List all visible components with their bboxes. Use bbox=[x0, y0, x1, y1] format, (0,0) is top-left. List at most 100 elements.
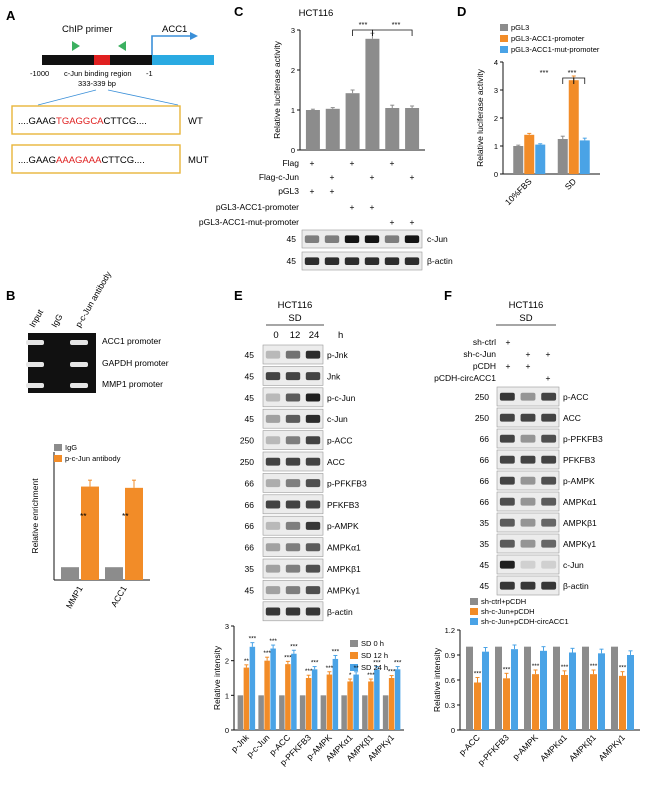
blot-label: ACC bbox=[563, 413, 581, 423]
plus-sign: + bbox=[390, 158, 395, 168]
blot-label: PFKFB3 bbox=[563, 455, 595, 465]
blot-strip bbox=[301, 251, 423, 271]
bar bbox=[326, 674, 333, 730]
sig-c-2: *** bbox=[392, 20, 401, 29]
bar bbox=[325, 108, 340, 150]
blot-band bbox=[520, 539, 536, 548]
blot-label: PFKFB3 bbox=[327, 500, 359, 510]
gene-label: ACC1 bbox=[162, 24, 187, 35]
bar bbox=[582, 646, 589, 730]
blot-band bbox=[364, 257, 380, 265]
chart-c: 0 1 2 3 Relative luciferase activity bbox=[272, 26, 425, 155]
y-axis-title: Relative luciferase activity bbox=[475, 68, 485, 167]
bar bbox=[341, 695, 347, 730]
legend-swatch bbox=[470, 618, 478, 625]
blot-band bbox=[520, 455, 536, 464]
y-tick-label: 1 bbox=[494, 142, 498, 151]
blot-band bbox=[384, 235, 400, 243]
time-24: 24 bbox=[309, 330, 320, 341]
mut-sequence: ....GAAGAAAGAAACTTCG.... bbox=[18, 155, 145, 166]
mut-label: MUT bbox=[188, 155, 209, 166]
blot-band bbox=[265, 586, 281, 595]
y-tick-label: 2 bbox=[291, 66, 295, 75]
blot-band bbox=[285, 607, 301, 616]
blot-mw: 66 bbox=[245, 478, 255, 488]
x-tick-label: AMPKβ1 bbox=[567, 732, 598, 763]
y-tick-label: 0 bbox=[225, 726, 229, 735]
sig: *** bbox=[532, 663, 540, 670]
bar bbox=[365, 38, 380, 150]
blot-band bbox=[344, 235, 360, 243]
blot-band bbox=[265, 457, 281, 466]
y-tick-label: 1.2 bbox=[445, 626, 455, 635]
condition-table-c: Flag + + + Flag-c-Jun + + + pGL3 + + pGL3-ACC1-prom… bbox=[199, 158, 415, 227]
chart-b: MMP1 ACC1 Relative enrichment IgG p-c-Jun an… bbox=[30, 443, 150, 610]
gel-band bbox=[26, 340, 44, 345]
x-tick-label: p-ACC bbox=[457, 732, 482, 757]
sig-12h: *** bbox=[367, 672, 375, 679]
y-tick-label: 3 bbox=[494, 86, 498, 95]
bar bbox=[524, 134, 535, 174]
blot-mw: 66 bbox=[480, 497, 490, 507]
bar bbox=[61, 567, 79, 580]
legend-swatch bbox=[470, 598, 478, 605]
blot-band bbox=[324, 257, 340, 265]
blot-mw: 45 bbox=[245, 393, 255, 403]
chart-d: 0 1 2 3 4 10%FBS SD Relative luciferase activit… bbox=[475, 23, 600, 207]
blot-band bbox=[541, 560, 557, 569]
wt-sequence: ....GAAGTGAGGCACTTCG.... bbox=[18, 116, 147, 127]
binding-region-mark bbox=[94, 55, 110, 65]
legend-label: SD 0 h bbox=[361, 639, 384, 648]
blot-band bbox=[499, 455, 515, 464]
blot-band bbox=[541, 476, 557, 485]
y-tick-label: 2 bbox=[494, 114, 498, 123]
blot-band bbox=[265, 350, 281, 359]
y-axis-title: Relative intensity bbox=[212, 645, 222, 710]
plus-sign: + bbox=[310, 158, 315, 168]
x-tick-label: p-PFKFB3 bbox=[476, 732, 511, 767]
y-tick-label: 0.9 bbox=[445, 651, 455, 660]
blot-label: p-ACC bbox=[563, 392, 589, 402]
blot-band bbox=[499, 392, 515, 401]
blot-band bbox=[404, 235, 420, 243]
blot-label: p-Jnk bbox=[327, 350, 349, 360]
blot-band bbox=[499, 497, 515, 506]
blot-band bbox=[265, 414, 281, 423]
y-axis-title: Relative luciferase activity bbox=[272, 40, 282, 139]
sig: *** bbox=[619, 665, 627, 672]
bar bbox=[237, 695, 244, 730]
sig-12h: * bbox=[349, 672, 352, 679]
blot-mw: 250 bbox=[240, 436, 254, 446]
legend-label: IgG bbox=[65, 443, 77, 452]
blot-band bbox=[304, 235, 320, 243]
blot-label: β-actin bbox=[563, 581, 589, 591]
bar bbox=[561, 675, 568, 730]
gel-label-acc1: ACC1 promoter bbox=[102, 336, 161, 346]
y-tick-label: 0.3 bbox=[445, 701, 455, 710]
condition-label: Flag bbox=[282, 158, 299, 168]
bar bbox=[513, 146, 524, 174]
bar bbox=[619, 675, 626, 730]
sig-12h: ** bbox=[244, 658, 250, 665]
blot-mw: 66 bbox=[480, 476, 490, 486]
blot-band bbox=[305, 479, 321, 488]
y-tick-label: 0 bbox=[291, 146, 295, 155]
bar bbox=[568, 80, 579, 174]
blot-band bbox=[344, 257, 360, 265]
binding-region-bp: 333-339 bp bbox=[78, 79, 116, 88]
tss-arrow-icon bbox=[151, 35, 190, 55]
x-tick-label: p-AMPK bbox=[510, 732, 540, 762]
blot-label: p-c-Jun bbox=[327, 393, 356, 403]
blot-label: p-PFKFB3 bbox=[563, 434, 603, 444]
legend-swatch bbox=[350, 652, 358, 659]
y-tick-label: 0.6 bbox=[445, 676, 455, 685]
blot-band bbox=[324, 235, 340, 243]
blot-band bbox=[265, 543, 281, 552]
blot-band bbox=[265, 436, 281, 445]
bar bbox=[320, 695, 327, 730]
blot-label: β-actin bbox=[427, 256, 453, 266]
panel-b: B Input IgG p-c-Jun antibody ACC1 promot… bbox=[6, 269, 169, 610]
plus-sign: + bbox=[410, 172, 415, 182]
